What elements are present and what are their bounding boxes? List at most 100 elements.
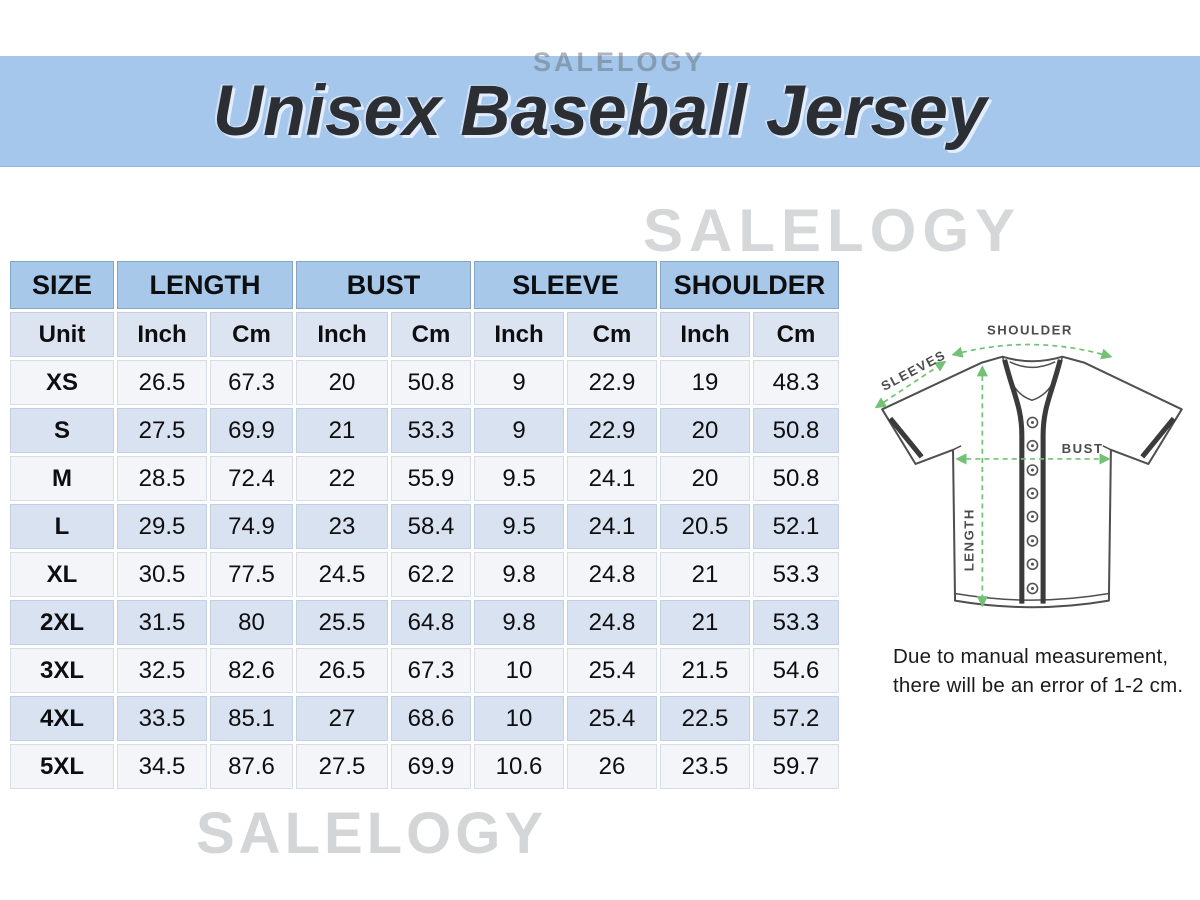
size-label: 5XL [10,744,114,789]
measurement-value: 10.6 [474,744,564,789]
bust-label: BUST [1062,441,1104,456]
note-line-1: Due to manual measurement, [893,645,1169,668]
measurement-value: 26.5 [296,648,388,693]
measurement-value: 22.9 [567,360,657,405]
watermark-top: SALELOGY [533,47,706,77]
measurement-value: 29.5 [117,504,207,549]
table-row-4xl: 4XL 33.5 85.1 27 68.6 10 25.4 22.5 57.2 [10,696,839,741]
size-label: L [10,504,114,549]
measurement-value: 33.5 [117,696,207,741]
measurement-value: 26 [567,744,657,789]
column-header-size: SIZE [10,261,114,309]
size-table: SIZE LENGTH BUST SLEEVE SHOULDER Unit Inch Cm I… [7,258,842,792]
unit-cell: Cm [753,312,839,357]
column-header-bust: BUST [296,261,471,309]
note-line-2: there will be an error of 1-2 cm. [893,674,1184,697]
title-banner: Unisex Baseball Jersey [0,56,1200,167]
measurement-value: 85.1 [210,696,293,741]
measurement-value: 34.5 [117,744,207,789]
column-header-shoulder: SHOULDER [660,261,839,309]
measurement-value: 28.5 [117,456,207,501]
measurement-value: 64.8 [391,600,471,645]
unit-cell: Inch [660,312,750,357]
size-label: 2XL [10,600,114,645]
measurement-value: 25.5 [296,600,388,645]
measurement-value: 21 [660,600,750,645]
measurement-value: 22.9 [567,408,657,453]
measurement-value: 9.5 [474,504,564,549]
table-row-5xl: 5XL 34.5 87.6 27.5 69.9 10.6 26 23.5 59.7 [10,744,839,789]
measurement-value: 20.5 [660,504,750,549]
measurement-value: 50.8 [391,360,471,405]
jersey-button-dots [1030,420,1034,590]
measurement-value: 27.5 [296,744,388,789]
measurement-value: 54.6 [753,648,839,693]
table-row-s: S 27.5 69.9 21 53.3 9 22.9 20 50.8 [10,408,839,453]
measurement-value: 74.9 [210,504,293,549]
column-header-sleeve: SLEEVE [474,261,657,309]
size-table-container: SIZE LENGTH BUST SLEEVE SHOULDER Unit Inch Cm I… [7,258,842,792]
size-label: M [10,456,114,501]
measurement-value: 57.2 [753,696,839,741]
measurement-value: 55.9 [391,456,471,501]
measurement-value: 72.4 [210,456,293,501]
measurement-value: 52.1 [753,504,839,549]
measurement-value: 20 [660,408,750,453]
measurement-value: 24.1 [567,504,657,549]
measurement-value: 53.3 [753,600,839,645]
measurement-value: 67.3 [210,360,293,405]
measurement-value: 32.5 [117,648,207,693]
measurement-value: 53.3 [391,408,471,453]
shoulder-arrow [951,343,1113,360]
measurement-value: 50.8 [753,408,839,453]
table-unit-row: Unit Inch Cm Inch Cm Inch Cm Inch Cm [10,312,839,357]
measurement-value: 62.2 [391,552,471,597]
table-body: XS 26.5 67.3 20 50.8 9 22.9 19 48.3 S 27.5 69.9 21 53… [10,360,839,789]
unit-cell: Cm [567,312,657,357]
measurement-value: 80 [210,600,293,645]
measurement-value: 23.5 [660,744,750,789]
table-header-row: SIZE LENGTH BUST SLEEVE SHOULDER [10,261,839,309]
page-title: Unisex Baseball Jersey [213,71,987,151]
measurement-value: 21 [296,408,388,453]
measurement-value: 25.4 [567,696,657,741]
measurement-value: 50.8 [753,456,839,501]
table-row-3xl: 3XL 32.5 82.6 26.5 67.3 10 25.4 21.5 54.6 [10,648,839,693]
measurement-value: 22 [296,456,388,501]
unit-cell: Inch [117,312,207,357]
measurement-value: 24.8 [567,552,657,597]
jersey-cuff-stripes [888,416,1176,459]
size-label: 3XL [10,648,114,693]
measurement-value: 30.5 [117,552,207,597]
unit-cell: Cm [210,312,293,357]
measurement-value: 82.6 [210,648,293,693]
measurement-value: 26.5 [117,360,207,405]
measurement-value: 24.5 [296,552,388,597]
column-header-length: LENGTH [117,261,293,309]
jersey-placket-stripes [1002,359,1063,604]
measurement-value: 27.5 [117,408,207,453]
measurement-value: 53.3 [753,552,839,597]
unit-cell: Inch [474,312,564,357]
measurement-value: 69.9 [210,408,293,453]
measurement-value: 77.5 [210,552,293,597]
measurement-arrows [874,343,1113,608]
watermark-middle: SALELOGY [643,197,1022,264]
jersey-outline [881,355,1183,609]
measurement-value: 48.3 [753,360,839,405]
length-label: LENGTH [961,508,976,571]
measurement-value: 10 [474,696,564,741]
measurement-value: 31.5 [117,600,207,645]
measurement-value: 21 [660,552,750,597]
measurement-value: 87.6 [210,744,293,789]
size-label: 4XL [10,696,114,741]
measurement-value: 9 [474,360,564,405]
measurement-value: 22.5 [660,696,750,741]
measurement-value: 9 [474,408,564,453]
measurement-value: 24.8 [567,600,657,645]
unit-cell: Cm [391,312,471,357]
measurement-value: 25.4 [567,648,657,693]
measurement-value: 10 [474,648,564,693]
measurement-note: Due to manual measurement, there will be… [893,642,1193,700]
measurement-value: 59.7 [753,744,839,789]
